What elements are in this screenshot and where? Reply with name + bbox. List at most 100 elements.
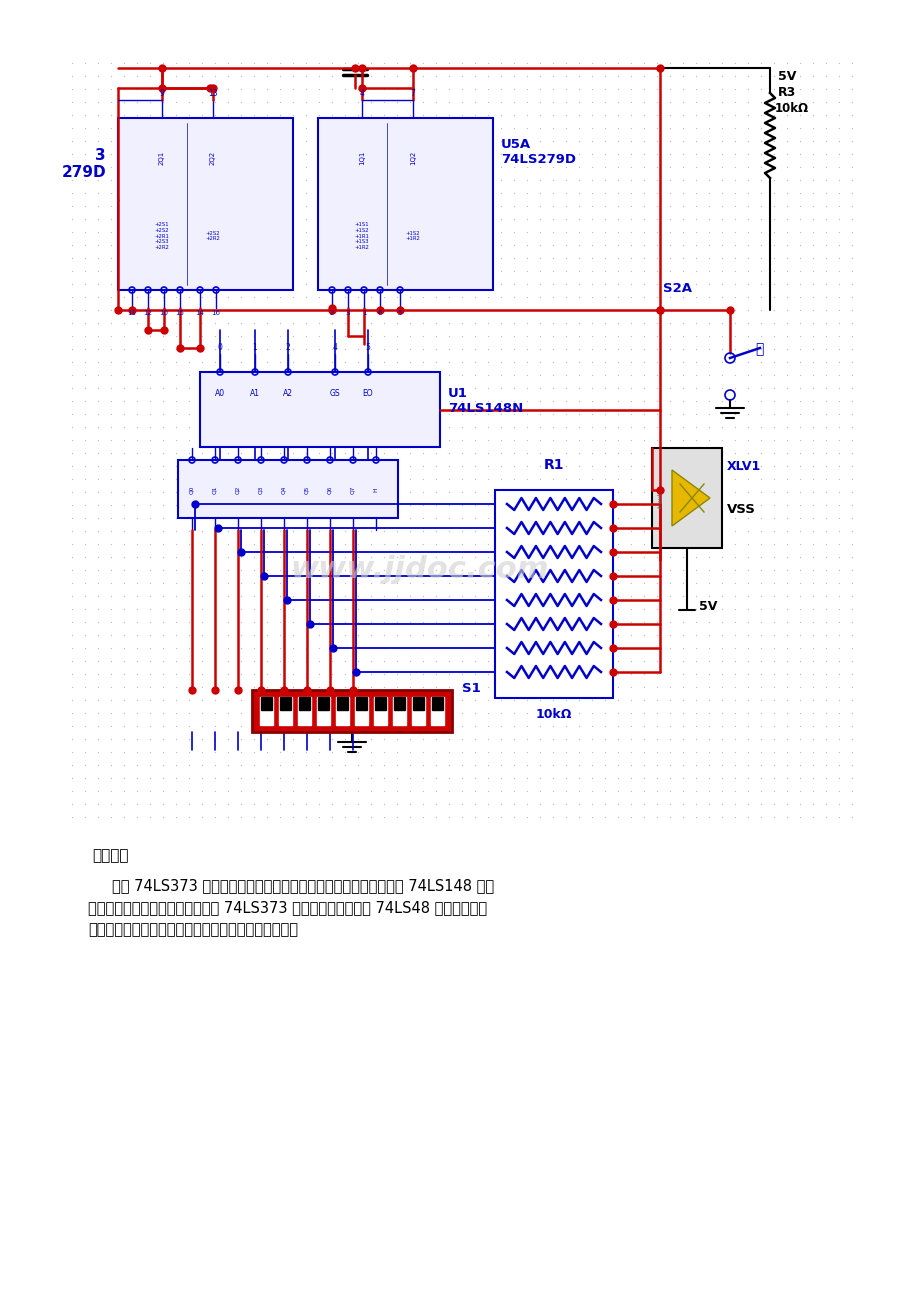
Point bbox=[844, 299, 858, 320]
Point bbox=[792, 91, 807, 112]
Point bbox=[532, 573, 547, 594]
Point bbox=[584, 651, 598, 672]
Point bbox=[441, 443, 456, 464]
Point bbox=[623, 312, 638, 333]
Point bbox=[506, 755, 521, 776]
Point bbox=[714, 273, 729, 294]
Point bbox=[337, 78, 352, 99]
Point bbox=[844, 521, 858, 542]
Point bbox=[337, 65, 352, 86]
Point bbox=[221, 247, 235, 268]
Point bbox=[545, 690, 560, 711]
Point bbox=[181, 391, 196, 411]
Point bbox=[259, 260, 274, 281]
Point bbox=[363, 391, 378, 411]
Bar bbox=[375, 697, 386, 710]
Point bbox=[168, 586, 183, 607]
Point bbox=[142, 430, 157, 450]
Point bbox=[130, 78, 144, 99]
Point bbox=[584, 599, 598, 620]
Point bbox=[740, 169, 754, 190]
Point bbox=[792, 130, 807, 151]
Point bbox=[818, 52, 833, 73]
Point bbox=[64, 286, 79, 307]
Point bbox=[155, 781, 170, 802]
Point bbox=[155, 326, 170, 346]
Point bbox=[506, 508, 521, 529]
Point bbox=[701, 664, 716, 685]
Point bbox=[831, 547, 845, 568]
Point bbox=[376, 742, 391, 763]
Point bbox=[753, 703, 767, 724]
Point bbox=[208, 260, 222, 281]
Point bbox=[494, 625, 508, 646]
Point bbox=[558, 456, 573, 477]
Point bbox=[181, 143, 196, 164]
Point bbox=[740, 52, 754, 73]
Point bbox=[545, 195, 560, 216]
Point bbox=[246, 260, 261, 281]
Point bbox=[104, 469, 119, 490]
Point bbox=[532, 378, 547, 398]
Point bbox=[233, 768, 248, 789]
Point bbox=[454, 755, 469, 776]
Point bbox=[844, 508, 858, 529]
Point bbox=[610, 117, 625, 138]
Point bbox=[376, 560, 391, 581]
Point bbox=[623, 169, 638, 190]
Point bbox=[831, 156, 845, 177]
Point bbox=[181, 716, 196, 737]
Point bbox=[350, 169, 365, 190]
Point bbox=[155, 456, 170, 477]
Point bbox=[390, 677, 404, 698]
Bar bbox=[261, 697, 272, 710]
Point bbox=[597, 781, 612, 802]
Point bbox=[714, 625, 729, 646]
Point bbox=[571, 352, 585, 372]
Point bbox=[610, 273, 625, 294]
Point bbox=[467, 638, 482, 659]
Point bbox=[558, 221, 573, 242]
Point bbox=[285, 299, 300, 320]
Point bbox=[545, 664, 560, 685]
Point bbox=[597, 677, 612, 698]
Text: input: input bbox=[657, 492, 662, 508]
Point bbox=[233, 560, 248, 581]
Point bbox=[363, 703, 378, 724]
Point bbox=[649, 755, 664, 776]
Point bbox=[571, 690, 585, 711]
Point bbox=[77, 195, 92, 216]
Point bbox=[390, 91, 404, 112]
Point bbox=[91, 443, 106, 464]
Point bbox=[778, 443, 793, 464]
Point bbox=[376, 806, 391, 827]
Point bbox=[818, 104, 833, 125]
Point bbox=[428, 534, 443, 555]
Point bbox=[142, 806, 157, 827]
Point bbox=[272, 781, 287, 802]
Point bbox=[233, 130, 248, 151]
Point bbox=[831, 806, 845, 827]
Point bbox=[701, 182, 716, 203]
Point bbox=[324, 221, 339, 242]
Point bbox=[688, 404, 703, 424]
Point bbox=[441, 794, 456, 815]
Point bbox=[337, 573, 352, 594]
Point bbox=[766, 806, 780, 827]
Point bbox=[117, 469, 131, 490]
Point bbox=[778, 182, 793, 203]
Point bbox=[363, 52, 378, 73]
Point bbox=[480, 430, 494, 450]
Point bbox=[558, 339, 573, 359]
Point bbox=[805, 352, 820, 372]
Point bbox=[688, 391, 703, 411]
Point bbox=[221, 130, 235, 151]
Point bbox=[778, 234, 793, 255]
Point bbox=[688, 234, 703, 255]
Point bbox=[675, 52, 689, 73]
Point bbox=[688, 794, 703, 815]
Point bbox=[181, 508, 196, 529]
Point bbox=[181, 456, 196, 477]
Point bbox=[324, 286, 339, 307]
Point bbox=[299, 195, 313, 216]
